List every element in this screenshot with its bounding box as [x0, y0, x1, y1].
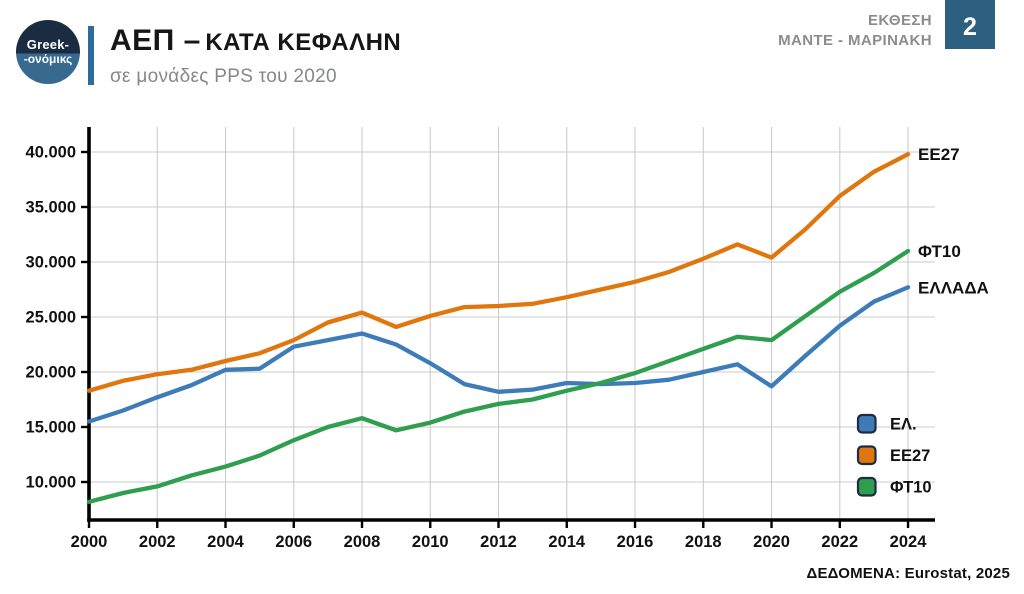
x-tick-label: 2018 — [685, 533, 722, 551]
y-tick-label: 40.000 — [26, 144, 76, 162]
legend-swatch — [856, 445, 877, 466]
y-tick-label: 20.000 — [26, 363, 76, 381]
report-label: ΕΚΘΕΣΗ ΜΑΝΤΕ - ΜΑΡΙΝΑΚΗ — [778, 11, 932, 51]
x-tick-label: 2006 — [275, 533, 312, 551]
x-tick-label: 2024 — [890, 533, 928, 551]
y-tick-label: 25.000 — [26, 308, 76, 326]
series-line-ΦΤ10 — [86, 248, 911, 504]
series-line-ΕΛΛΑΔΑ — [86, 285, 911, 424]
greekonomics-logo: Greek- -ονόμικς — [16, 20, 80, 84]
y-tick-label: 10.000 — [26, 473, 76, 491]
x-tick-label: 2008 — [344, 533, 381, 551]
x-tick-label: 2004 — [207, 533, 245, 551]
x-tick-label: 2002 — [139, 533, 176, 551]
report-label-line1: ΕΚΘΕΣΗ — [867, 12, 932, 29]
x-tick-label: 2016 — [617, 533, 654, 551]
title-block: ΑΕΠ – ΚΑΤΑ ΚΕΦΑΛΗΝ σε μονάδες PPS του 20… — [110, 24, 401, 88]
chart-title-rest: ΚΑΤΑ ΚΕΦΑΛΗΝ — [205, 29, 402, 56]
report-label-line2: ΜΑΝΤΕ - ΜΑΡΙΝΑΚΗ — [778, 32, 932, 49]
x-tick-label: 2012 — [480, 533, 517, 551]
x-tick-label: 2010 — [412, 533, 449, 551]
y-tick-label: 35.000 — [26, 199, 76, 217]
y-tick-label: 15.000 — [26, 418, 76, 436]
legend-label: EE27 — [890, 447, 930, 465]
series-end-label: ΦΤ10 — [918, 242, 961, 261]
report-number-badge: 2 — [945, 0, 995, 49]
series-end-label: EE27 — [918, 145, 960, 164]
series-line-EE27 — [86, 152, 911, 393]
legend-label: ΕΛ. — [890, 416, 917, 434]
chart-title-prefix: ΑΕΠ – — [110, 24, 201, 57]
x-tick-label: 2022 — [821, 533, 858, 551]
legend-swatch — [856, 476, 877, 497]
data-source-caption: ΔΕΔΟΜΕΝΑ: Eurostat, 2025 — [806, 565, 1010, 582]
line-chart: 10.000 15.000 20.000 25.000 30.000 35.000 40.0… — [26, 127, 989, 551]
legend-label: ΦΤ10 — [890, 479, 932, 497]
x-tick-label: 2014 — [548, 533, 586, 551]
chart-subtitle: σε μονάδες PPS του 2020 — [110, 66, 337, 87]
report-number: 2 — [963, 13, 977, 41]
x-tick-label: 2000 — [71, 533, 108, 551]
logo-text-line2: -ονόμικς — [23, 52, 73, 66]
series-end-label: ΕΛΛΑΔΑ — [918, 278, 989, 297]
chart-title: ΑΕΠ – ΚΑΤΑ ΚΕΦΑΛΗΝ — [110, 24, 401, 63]
legend-swatch — [856, 413, 877, 434]
title-divider-bar — [88, 26, 94, 85]
x-tick-label: 2020 — [753, 533, 790, 551]
y-tick-label: 30.000 — [26, 254, 76, 272]
logo-text-line1: Greek- — [26, 37, 70, 52]
